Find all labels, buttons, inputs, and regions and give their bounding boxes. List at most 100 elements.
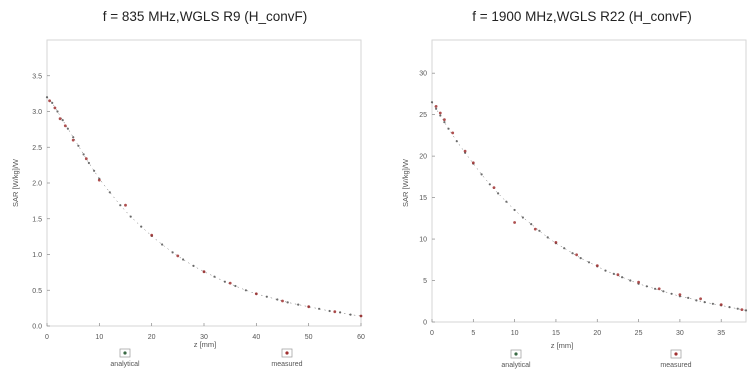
chart-835-analytical-point bbox=[119, 204, 122, 207]
chart-1900-analytical-point bbox=[571, 252, 574, 255]
chart-835-measured-point bbox=[176, 254, 180, 258]
chart-835-analytical-point bbox=[72, 136, 75, 139]
chart-1900-analytical-point bbox=[736, 307, 739, 310]
chart-835-measured-point bbox=[63, 124, 67, 128]
chart-1900-ytick-label: 5 bbox=[423, 278, 427, 285]
chart-1900-xtick-label: 5 bbox=[471, 330, 475, 337]
chart-835-measured-point bbox=[124, 203, 127, 207]
chart-835-ytick-label: 3.5 bbox=[32, 73, 42, 80]
chart-835-analytical-point bbox=[87, 161, 90, 165]
chart-1900-analytical-point bbox=[703, 301, 706, 304]
chart-1900-measured-point bbox=[492, 186, 496, 190]
chart-1900-measured-point bbox=[513, 221, 516, 224]
chart-835-analytical-point bbox=[182, 258, 185, 261]
chart-1900-measured-point bbox=[554, 241, 558, 244]
chart-1900-measured-point bbox=[595, 264, 599, 267]
chart-835-analytical-point bbox=[213, 275, 216, 278]
chart-1900-legend-measured[interactable]: measured bbox=[660, 349, 692, 369]
chart-1900-measured-point bbox=[438, 111, 442, 115]
chart-835-measured-point bbox=[228, 281, 232, 285]
chart-1900-analytical-point bbox=[604, 269, 607, 272]
chart-835-analytical-line bbox=[46, 97, 362, 317]
chart-1900-measured-point bbox=[678, 293, 682, 296]
chart-1900-marks bbox=[430, 101, 748, 312]
legend-measured-label: measured bbox=[660, 362, 691, 369]
chart-835-analytical-point bbox=[45, 96, 49, 99]
chart-835-measured-point bbox=[71, 138, 75, 142]
chart-835-analytical-point bbox=[328, 309, 331, 313]
chart-1900-analytical-point bbox=[744, 309, 748, 312]
chart-835-xtick-label: 0 bbox=[45, 334, 49, 341]
chart-835-measured-point bbox=[307, 305, 311, 309]
chart-835-xtick-label: 40 bbox=[252, 334, 260, 341]
chart-835-analytical-point bbox=[318, 307, 321, 310]
chart-835-analytical-point bbox=[61, 119, 64, 122]
chart-835-analytical-point bbox=[244, 289, 247, 292]
legend-analytical-label: analytical bbox=[110, 361, 140, 368]
chart-1900-ytick-label: 20 bbox=[419, 154, 427, 161]
chart-835-analytical-point bbox=[66, 127, 69, 130]
chart-1900-legend-analytical[interactable]: analytical bbox=[501, 349, 531, 369]
chart-1900-analytical-point bbox=[687, 296, 690, 299]
chart-1900-xtick-label: 15 bbox=[552, 330, 560, 337]
chart-835-legend-analytical[interactable]: analytical bbox=[110, 348, 140, 368]
chart-1900-measured-point bbox=[740, 308, 744, 311]
chart-835-analytical-point bbox=[51, 101, 54, 104]
chart-835-analytical-point bbox=[82, 153, 85, 156]
chart-1900-analytical-point bbox=[505, 200, 508, 203]
legend-analytical-label: analytical bbox=[501, 362, 531, 369]
chart-1900-plot-frame bbox=[431, 39, 747, 323]
chart-1900-xtick-label: 35 bbox=[717, 330, 725, 337]
chart-1900-analytical-point bbox=[447, 127, 450, 130]
chart-1900-xtick-label: 25 bbox=[635, 330, 643, 337]
chart-1900-mhz: f = 1900 MHz,WGLS R22 (H_convF) SAR [W/k… bbox=[401, 9, 748, 369]
chart-835-analytical-point bbox=[276, 298, 279, 301]
chart-1900-analytical-point bbox=[497, 192, 500, 195]
chart-835-analytical-point bbox=[140, 225, 143, 228]
chart-835-measured-point bbox=[84, 157, 88, 161]
chart-835-ytick-label: 2.0 bbox=[32, 181, 42, 188]
chart-835-xtick-label: 20 bbox=[148, 334, 156, 341]
legend-measured-marker bbox=[674, 352, 678, 356]
chart-1900-analytical-point bbox=[546, 236, 549, 239]
chart-1900-analytical-point bbox=[728, 306, 731, 309]
chart-1900-ytick-label: 25 bbox=[419, 112, 427, 119]
chart-835-analytical-point bbox=[77, 144, 80, 147]
chart-835-ytick-label: 1.5 bbox=[32, 216, 42, 223]
chart-835-measured-point bbox=[150, 233, 154, 237]
chart-835-xlabel: z [mm] bbox=[194, 340, 217, 349]
chart-1900-analytical-point bbox=[455, 140, 458, 143]
chart-835-ytick-label: 0.5 bbox=[32, 288, 42, 295]
chart-1900-analytical-point bbox=[513, 208, 516, 212]
chart-835-analytical-point bbox=[339, 311, 342, 314]
chart-835-marks bbox=[45, 96, 363, 318]
chart-1900-measured-point bbox=[451, 131, 455, 135]
chart-1900-ticks: 0 5 10 15 20 25 30 35 0 5 10 15 20 25 30 bbox=[419, 71, 725, 337]
chart-835-xtick-label: 30 bbox=[200, 334, 208, 341]
legend-analytical-marker bbox=[514, 352, 518, 356]
chart-835-measured-point bbox=[53, 106, 57, 110]
chart-1900-analytical-point bbox=[538, 229, 541, 232]
chart-835-analytical-point bbox=[297, 303, 300, 306]
chart-835-xtick-label: 50 bbox=[305, 334, 313, 341]
chart-835-measured-point bbox=[281, 299, 284, 303]
chart-835-ylabel: SAR [W/kg]/W bbox=[11, 158, 20, 207]
chart-1900-ytick-label: 30 bbox=[419, 71, 427, 78]
chart-1900-analytical-line bbox=[431, 102, 747, 311]
chart-835-analytical-point bbox=[129, 215, 132, 218]
chart-1900-analytical-point bbox=[695, 299, 698, 302]
chart-835-measured-point bbox=[97, 178, 101, 182]
chart-1900-analytical-point bbox=[645, 285, 648, 288]
chart-835-ytick-label: 3.0 bbox=[32, 109, 42, 116]
chart-835-measured-point bbox=[333, 310, 337, 314]
chart-1900-ytick-label: 0 bbox=[423, 320, 427, 327]
chart-835-mhz: f = 835 MHz,WGLS R9 (H_convF) SAR [W/kg]… bbox=[11, 9, 365, 368]
chart-1900-analytical-point bbox=[430, 101, 434, 104]
chart-1900-analytical-point bbox=[480, 173, 483, 176]
chart-1900-analytical-point bbox=[662, 290, 665, 293]
chart-1900-measured-point bbox=[434, 105, 438, 108]
chart-835-measured-point bbox=[254, 292, 258, 296]
chart-835-legend-measured[interactable]: measured bbox=[271, 348, 303, 368]
chart-835-ytick-label: 2.5 bbox=[32, 145, 42, 152]
